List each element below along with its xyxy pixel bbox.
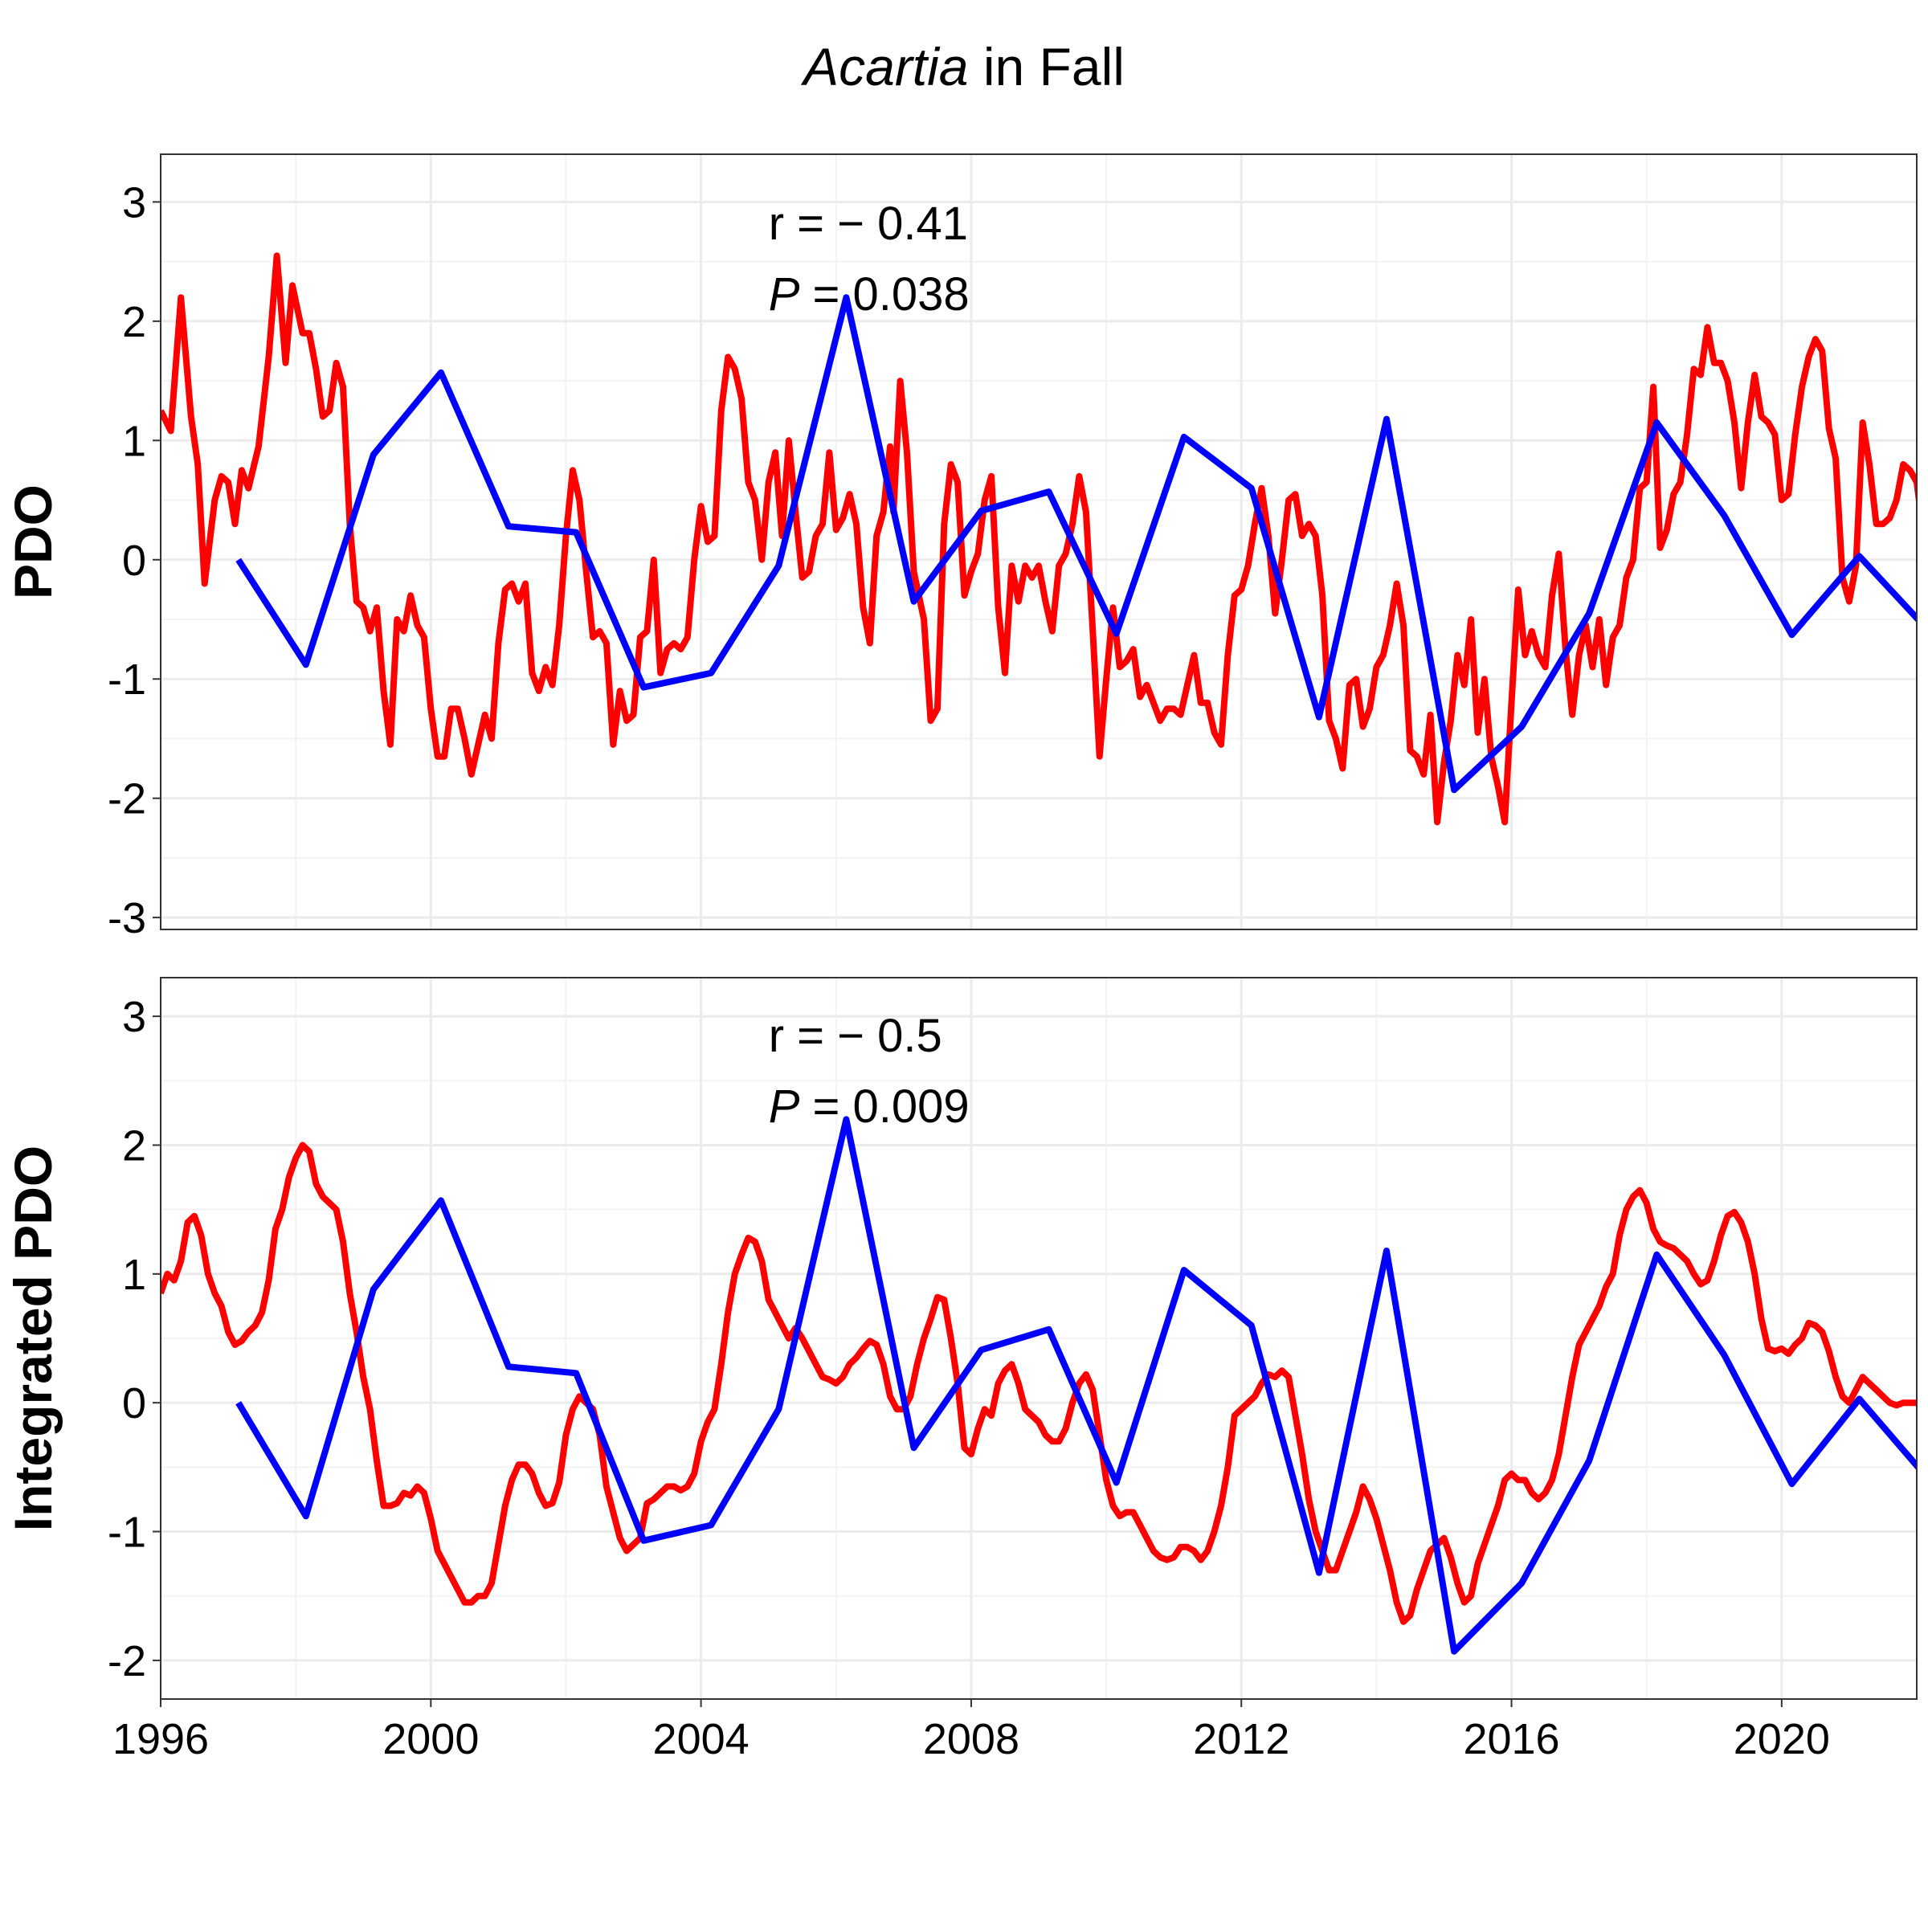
panel-2: 3 2 1 0 -1 -2 Integrated PDO r = − 0.5 P = 0.009…	[3, 977, 1918, 1763]
grid-lines	[161, 978, 1917, 1699]
y-tick-label: -2	[108, 775, 146, 823]
correlation-p-text: P = 0.038	[769, 268, 970, 321]
y-tick-label: -1	[108, 656, 146, 704]
p-value: = 0.038	[799, 268, 969, 321]
grid-lines	[161, 154, 1917, 929]
x-tick-label: 1996	[112, 1715, 209, 1763]
y-tick-label: 1	[122, 1251, 146, 1299]
x-tick-label: 2016	[1463, 1715, 1559, 1763]
x-tick-label: 2008	[923, 1715, 1019, 1763]
y-axis-title: Integrated PDO	[3, 1146, 63, 1531]
x-tick-label: 2004	[653, 1715, 750, 1763]
x-tick-label: 2000	[382, 1715, 479, 1763]
correlation-r-text: r = − 0.5	[769, 1010, 942, 1062]
correlation-p-text: P = 0.009	[769, 1080, 970, 1133]
series-line-index	[161, 252, 1917, 826]
y-tick-label: 0	[122, 537, 146, 585]
y-tick-label: 3	[122, 993, 146, 1041]
panel-border	[160, 977, 1918, 1700]
chart-title-italic: Acartia	[800, 37, 968, 96]
chart-title-rest: in Fall	[969, 37, 1125, 96]
y-tick-label: 1	[122, 417, 146, 465]
y-tick-label: 3	[122, 178, 146, 227]
p-symbol: P	[769, 1080, 800, 1133]
series-line-acartia	[235, 1116, 1917, 1655]
panel-background	[161, 154, 1917, 929]
chart-title: Acartia in Fall	[800, 37, 1125, 96]
series-group	[161, 252, 1917, 826]
y-tick-label: -3	[108, 894, 146, 942]
y-tick-label: 0	[122, 1379, 146, 1428]
x-tick-label: 2012	[1193, 1715, 1289, 1763]
correlation-r-text: r = − 0.41	[769, 198, 968, 250]
p-value: = 0.009	[799, 1080, 969, 1133]
panel-border	[160, 153, 1918, 930]
series-line-acartia	[235, 294, 1917, 794]
panel-1: 3 2 1 0 -1 -2 -3 PDO r = − 0.41 P = 0.038	[3, 153, 1918, 942]
series-line-index	[161, 1142, 1917, 1625]
y-tick-label: 2	[122, 1121, 146, 1170]
y-tick-label: -2	[108, 1637, 146, 1685]
y-tick-label: -1	[108, 1509, 146, 1557]
panels-layer: 3 2 1 0 -1 -2 -3 PDO r = − 0.41 P = 0.038 3 2 1 0 -1 -2…	[3, 153, 1918, 1763]
y-tick-label: 2	[122, 298, 146, 346]
x-tick-label: 2020	[1734, 1715, 1830, 1763]
series-group	[161, 1116, 1917, 1655]
y-axis-title: PDO	[3, 484, 63, 599]
p-symbol: P	[769, 268, 800, 321]
